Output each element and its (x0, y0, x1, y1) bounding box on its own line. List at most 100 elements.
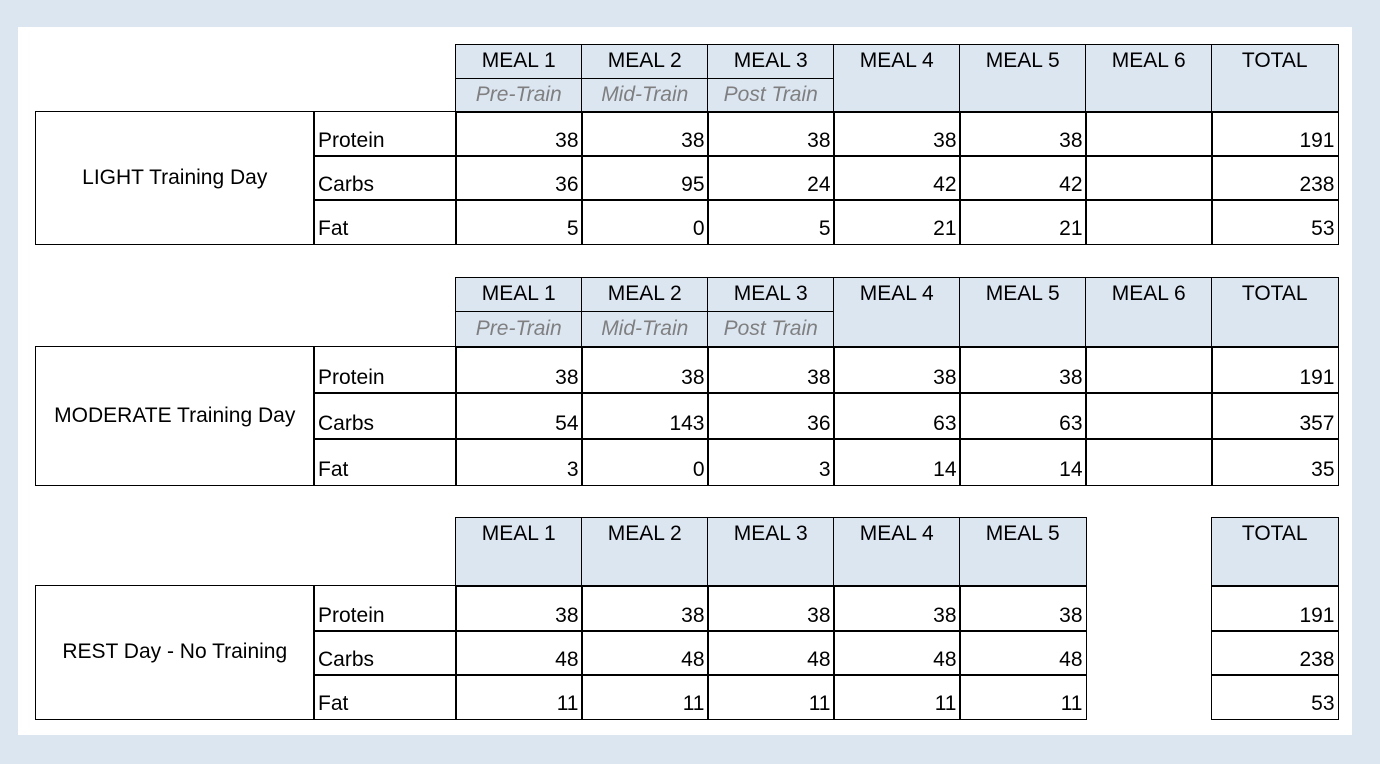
macro-value: 0 (581, 438, 709, 486)
macro-name: Protein (313, 585, 457, 632)
macro-value: 191 (1211, 346, 1339, 394)
meal-header: MEAL 5 (959, 517, 1087, 587)
macro-value: 63 (959, 392, 1087, 440)
meal-header: MEAL 1 (455, 277, 583, 313)
macro-value: 38 (455, 346, 583, 394)
day-label: MODERATE Training Day (35, 346, 315, 486)
macro-value: 38 (581, 585, 709, 632)
macro-value: 38 (833, 585, 961, 632)
macro-value: 38 (833, 346, 961, 394)
macro-value (1085, 111, 1213, 157)
meal-header: MEAL 6 (1085, 277, 1213, 348)
macro-value: 63 (833, 392, 961, 440)
meal-subheader: Mid-Train (581, 78, 709, 113)
macro-value: 35 (1211, 438, 1339, 486)
meal-header: MEAL 3 (707, 277, 835, 313)
macro-name: Protein (313, 111, 457, 157)
macro-value: 48 (455, 630, 583, 676)
macro-value: 357 (1211, 392, 1339, 440)
macro-value: 5 (707, 199, 835, 245)
macro-value: 38 (707, 346, 835, 394)
sheet: MEAL 1 Pre-Train MEAL 2 Mid-Train MEAL 3 Post… (18, 27, 1352, 735)
macro-value: 38 (707, 111, 835, 157)
macro-value: 11 (833, 674, 961, 720)
macro-value: 24 (707, 155, 835, 201)
macro-value: 3 (455, 438, 583, 486)
macro-value: 38 (581, 111, 709, 157)
meal-subheader: Mid-Train (581, 311, 709, 348)
macro-value: 54 (455, 392, 583, 440)
macro-name: Carbs (313, 392, 457, 440)
macro-value: 38 (959, 585, 1087, 632)
macro-value: 38 (959, 346, 1087, 394)
meal-header: MEAL 3 (707, 44, 835, 80)
macro-name: Fat (313, 199, 457, 245)
macro-value: 238 (1211, 630, 1339, 676)
macro-value: 191 (1211, 111, 1339, 157)
meal-subheader: Pre-Train (455, 311, 583, 348)
macro-value: 3 (707, 438, 835, 486)
macro-value: 14 (959, 438, 1087, 486)
macro-value: 5 (455, 199, 583, 245)
macro-value (1085, 438, 1213, 486)
macro-name: Fat (313, 438, 457, 486)
meal-header: MEAL 4 (833, 517, 961, 587)
macro-value: 95 (581, 155, 709, 201)
macro-value: 191 (1211, 585, 1339, 632)
macro-value: 48 (833, 630, 961, 676)
macro-value: 11 (455, 674, 583, 720)
macro-value: 38 (707, 585, 835, 632)
meal-header: MEAL 1 (455, 517, 583, 587)
macro-value: 53 (1211, 199, 1339, 245)
macro-value: 38 (581, 346, 709, 394)
day-label: LIGHT Training Day (35, 111, 315, 245)
macro-value: 11 (959, 674, 1087, 720)
macro-name: Carbs (313, 155, 457, 201)
macro-value: 11 (581, 674, 709, 720)
macro-value: 0 (581, 199, 709, 245)
macro-value: 38 (455, 585, 583, 632)
meal-subheader: Pre-Train (455, 78, 583, 113)
macro-value: 38 (959, 111, 1087, 157)
macro-value: 38 (833, 111, 961, 157)
meal-header: MEAL 6 (1085, 44, 1213, 113)
macro-name: Carbs (313, 630, 457, 676)
macro-value: 21 (833, 199, 961, 245)
meal-header: MEAL 4 (833, 44, 961, 113)
macro-value: 38 (455, 111, 583, 157)
meal-header: MEAL 5 (959, 44, 1087, 113)
meal-subheader: Post Train (707, 311, 835, 348)
macro-value: 42 (959, 155, 1087, 201)
meal-header: MEAL 2 (581, 277, 709, 313)
meal-header: MEAL 5 (959, 277, 1087, 348)
meal-header: MEAL 4 (833, 277, 961, 348)
macro-value: 238 (1211, 155, 1339, 201)
macro-name: Fat (313, 674, 457, 720)
macro-value: 21 (959, 199, 1087, 245)
macro-value: 48 (581, 630, 709, 676)
meal-header: TOTAL (1211, 517, 1339, 587)
macro-value: 48 (707, 630, 835, 676)
meal-header: TOTAL (1211, 44, 1339, 113)
macro-value: 143 (581, 392, 709, 440)
macro-value: 11 (707, 674, 835, 720)
macro-value: 36 (707, 392, 835, 440)
macro-value: 53 (1211, 674, 1339, 720)
meal-subheader: Post Train (707, 78, 835, 113)
macro-value (1085, 346, 1213, 394)
macro-value: 48 (959, 630, 1087, 676)
day-label: REST Day - No Training (35, 585, 315, 720)
meal-header: TOTAL (1211, 277, 1339, 348)
meal-header: MEAL 1 (455, 44, 583, 80)
meal-header: MEAL 2 (581, 44, 709, 80)
macro-value (1085, 155, 1213, 201)
meal-header: MEAL 3 (707, 517, 835, 587)
macro-value: 36 (455, 155, 583, 201)
macro-name: Protein (313, 346, 457, 394)
macro-value: 42 (833, 155, 961, 201)
macro-value: 14 (833, 438, 961, 486)
meal-header: MEAL 2 (581, 517, 709, 587)
macro-value (1085, 199, 1213, 245)
macro-value (1085, 392, 1213, 440)
